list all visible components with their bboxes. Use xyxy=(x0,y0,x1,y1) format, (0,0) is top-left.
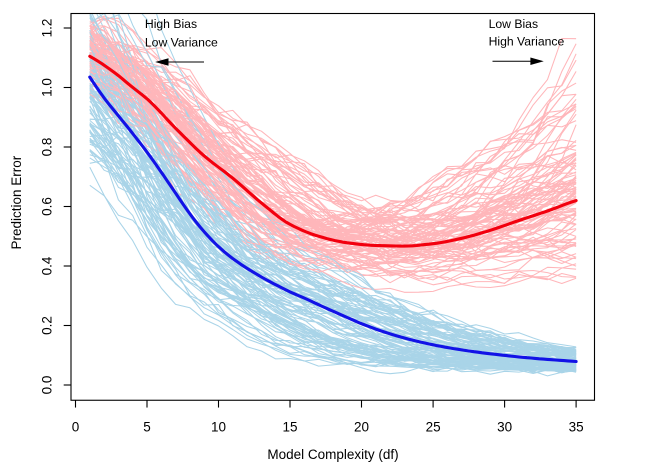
svg-text:5: 5 xyxy=(143,420,151,435)
svg-text:0.6: 0.6 xyxy=(40,197,55,216)
svg-text:35: 35 xyxy=(569,420,584,435)
svg-text:15: 15 xyxy=(282,420,297,435)
svg-text:20: 20 xyxy=(354,420,369,435)
svg-text:Prediction Error: Prediction Error xyxy=(9,155,24,249)
svg-text:0.0: 0.0 xyxy=(40,376,55,395)
svg-text:Model Complexity (df): Model Complexity (df) xyxy=(267,447,398,462)
svg-text:25: 25 xyxy=(426,420,441,435)
svg-text:High Variance: High Variance xyxy=(489,34,565,48)
svg-text:0: 0 xyxy=(72,420,80,435)
svg-text:10: 10 xyxy=(211,420,226,435)
svg-text:1.0: 1.0 xyxy=(40,78,55,97)
svg-text:1.2: 1.2 xyxy=(40,19,55,38)
svg-text:Low Bias: Low Bias xyxy=(489,17,538,31)
svg-text:0.2: 0.2 xyxy=(40,316,55,335)
svg-text:Low Variance: Low Variance xyxy=(145,36,218,50)
svg-text:0.8: 0.8 xyxy=(40,138,55,157)
svg-text:30: 30 xyxy=(497,420,512,435)
svg-text:High Bias: High Bias xyxy=(145,17,197,31)
svg-text:0.4: 0.4 xyxy=(40,256,55,275)
